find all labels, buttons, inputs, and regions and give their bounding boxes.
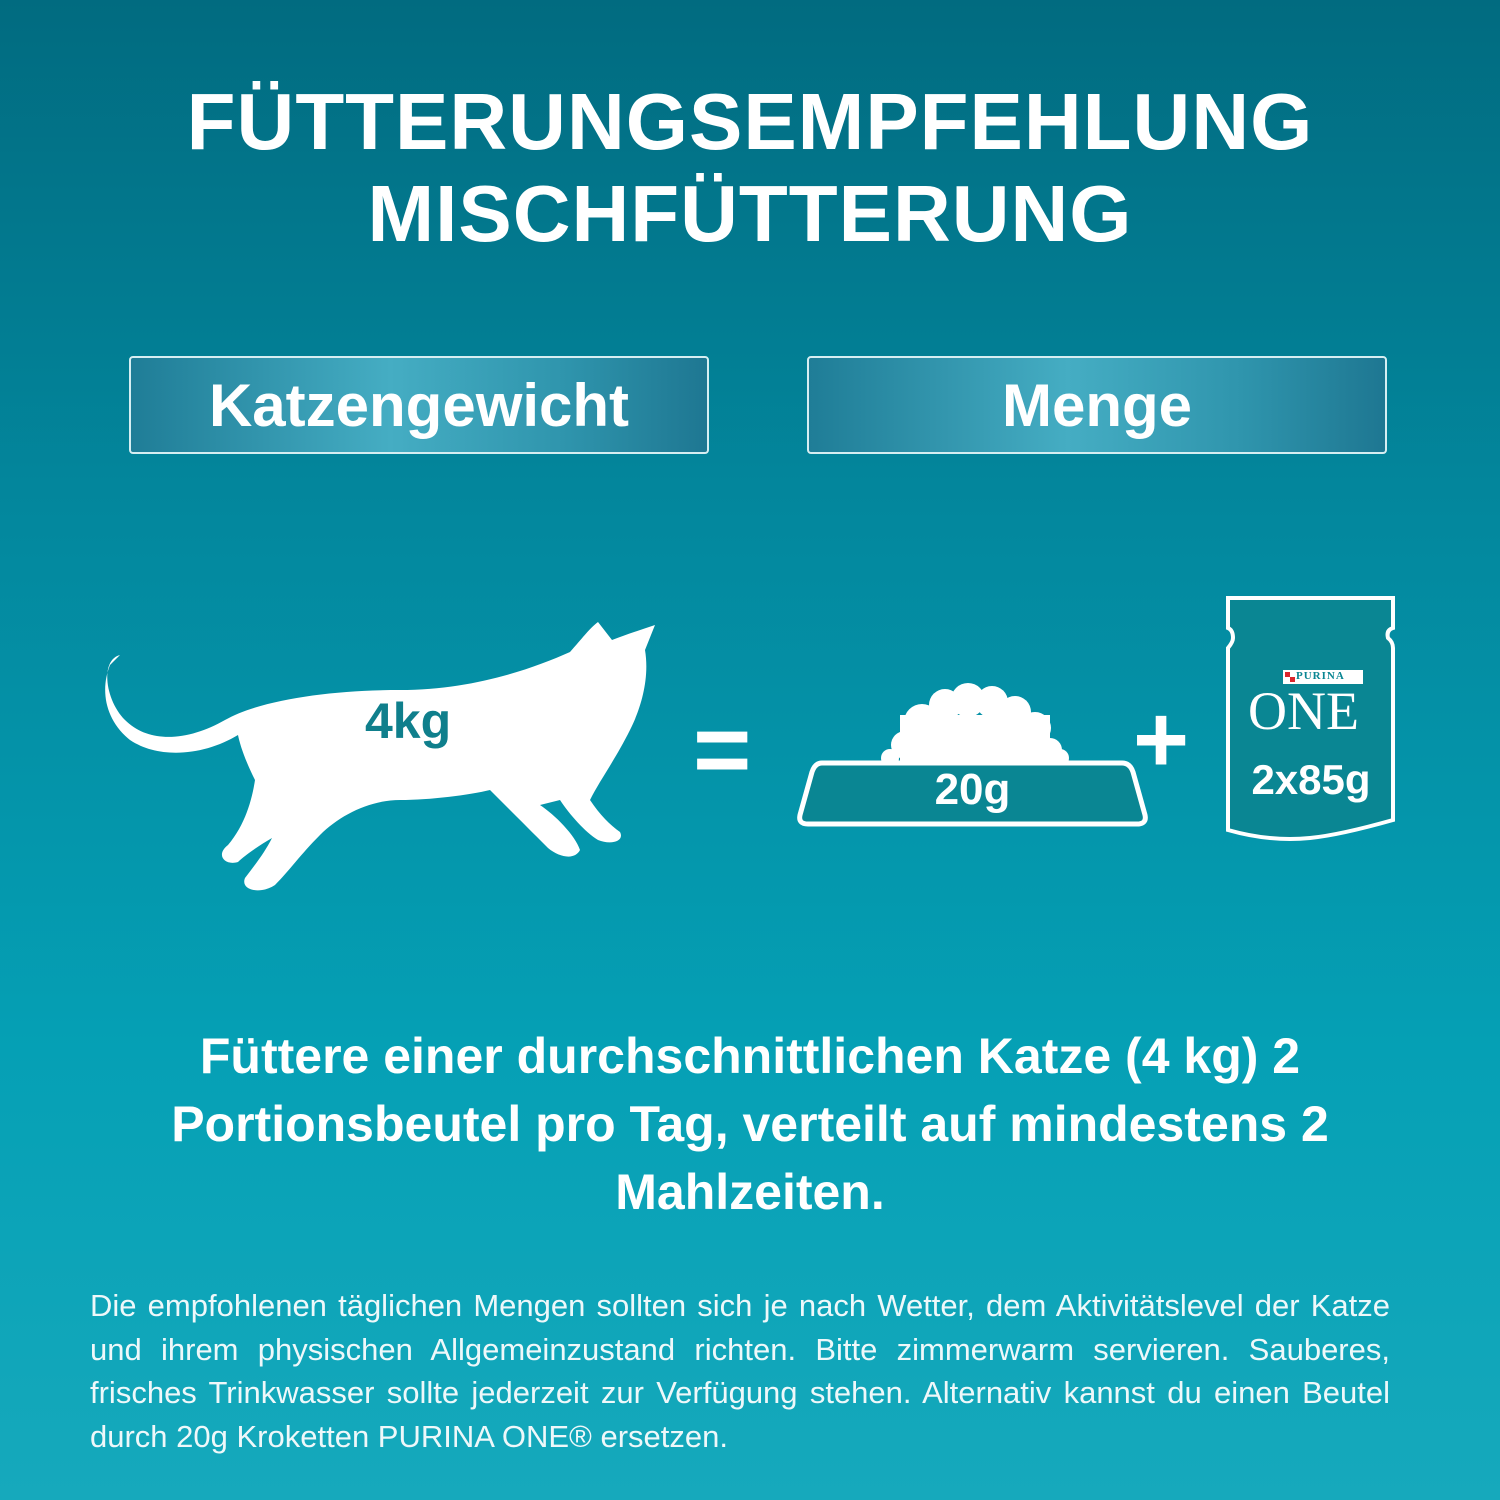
page-title-line2: MISCHFÜTTERUNG bbox=[367, 169, 1133, 258]
dry-food-amount: 20g bbox=[934, 765, 1011, 814]
purina-checkerboard-icon bbox=[1285, 672, 1295, 682]
pouch-amount: 2x85g bbox=[1251, 756, 1371, 803]
plus-sign: + bbox=[1133, 686, 1190, 793]
header-cat-weight-label: Katzengewicht bbox=[208, 371, 630, 439]
one-logo-text: ONE bbox=[1248, 681, 1359, 741]
page-title-line1: FÜTTERUNGSEMPFEHLUNG bbox=[186, 77, 1314, 166]
header-amount-label: Menge bbox=[1001, 371, 1193, 439]
equals-sign: = bbox=[693, 694, 752, 806]
feeding-instruction: Füttere einer durchschnittlichen Katze (… bbox=[171, 1028, 1329, 1220]
header-amount: Menge bbox=[807, 356, 1387, 454]
purina-logo-text: PURINA bbox=[1296, 670, 1345, 682]
footnote: Die empfohlenen täglichen Mengen sollten… bbox=[90, 1288, 1390, 1454]
header-cat-weight: Katzengewicht bbox=[129, 356, 709, 454]
cat-weight-label: 4kg bbox=[365, 693, 452, 749]
